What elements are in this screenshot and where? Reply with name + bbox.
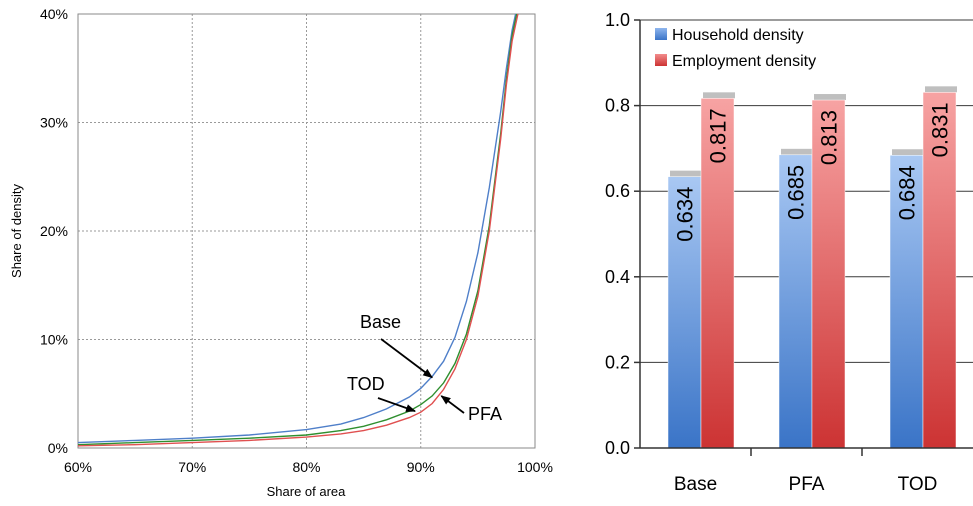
left-y-tick-label: 10% bbox=[40, 332, 68, 348]
left-series-lines bbox=[77, 13, 519, 447]
left-x-tick-label: 90% bbox=[407, 459, 435, 475]
left-annotations: Base TOD PFA bbox=[347, 312, 502, 424]
bar-shadow bbox=[670, 170, 702, 177]
left-x-tick-label: 70% bbox=[178, 459, 206, 475]
annotation-label-tod: TOD bbox=[347, 374, 385, 394]
left-y-axis-label: Share of density bbox=[9, 184, 24, 278]
bar-employment-base bbox=[700, 98, 735, 449]
left-y-tick-label: 0% bbox=[48, 440, 68, 456]
series-line-pfa bbox=[77, 13, 519, 447]
left-grid bbox=[78, 14, 535, 448]
right-bar-chart: 0.634 0.817 0.685 0.813 0.684 0.831 0.0 0.2 0.4… bbox=[605, 10, 973, 495]
legend-swatch-employment bbox=[655, 54, 667, 66]
legend-swatch-household bbox=[655, 28, 667, 40]
bar-employment-pfa bbox=[811, 99, 846, 449]
annotation-arrow-pfa bbox=[440, 395, 465, 414]
left-y-tick-label: 20% bbox=[40, 223, 68, 239]
bar-household-tod bbox=[889, 154, 924, 449]
left-x-tick-labels: 60% 70% 80% 90% 100% bbox=[64, 459, 553, 475]
right-y-tick-label: 0.4 bbox=[605, 267, 630, 287]
right-category-label: Base bbox=[674, 474, 717, 495]
left-y-tick-labels: 0% 10% 20% 30% 40% bbox=[40, 6, 68, 456]
bar-shadow bbox=[892, 149, 924, 156]
bar-shadow bbox=[781, 148, 813, 155]
bar-value-label: 0.634 bbox=[673, 187, 698, 242]
bar-household-pfa bbox=[778, 154, 813, 449]
right-y-tick-label: 0.0 bbox=[605, 438, 630, 458]
left-x-tick-label: 100% bbox=[517, 459, 553, 475]
bar-household-base bbox=[667, 176, 702, 449]
bar-shadow bbox=[703, 92, 735, 99]
left-line-chart: 60% 70% 80% 90% 100% 0% 10% 20% 30% 40% Share of… bbox=[9, 6, 553, 499]
annotation-arrow-tod bbox=[377, 397, 416, 412]
legend-label-household: Household density bbox=[672, 27, 804, 44]
right-legend: Household density Employment density bbox=[655, 27, 816, 70]
series-line-tod bbox=[77, 13, 518, 446]
right-y-tick-label: 0.8 bbox=[605, 96, 630, 116]
right-y-tick-label: 0.6 bbox=[605, 181, 630, 201]
right-category-label: PFA bbox=[789, 474, 825, 495]
bar-value-label: 0.684 bbox=[895, 165, 920, 220]
bar-shadow bbox=[925, 86, 957, 93]
left-y-tick-label: 40% bbox=[40, 6, 68, 22]
bar-value-label: 0.817 bbox=[706, 108, 731, 163]
right-y-tick-labels: 0.0 0.2 0.4 0.6 0.8 1.0 bbox=[605, 10, 630, 458]
left-x-tick-label: 80% bbox=[292, 459, 320, 475]
right-category-label: TOD bbox=[898, 474, 938, 495]
right-bars: 0.634 0.817 0.685 0.813 0.684 0.831 bbox=[667, 86, 957, 449]
right-category-labels: Base PFA TOD bbox=[674, 474, 938, 495]
left-plot-frame bbox=[77, 13, 536, 449]
left-y-tick-label: 30% bbox=[40, 115, 68, 131]
right-y-tick-label: 0.2 bbox=[605, 352, 630, 372]
annotation-label-pfa: PFA bbox=[468, 404, 502, 424]
bar-value-label: 0.685 bbox=[784, 165, 809, 220]
right-y-tick-label: 1.0 bbox=[605, 10, 630, 30]
bar-value-label: 0.831 bbox=[928, 102, 953, 157]
annotation-label-base: Base bbox=[360, 312, 401, 332]
left-x-tick-label: 60% bbox=[64, 459, 92, 475]
bar-shadow bbox=[814, 94, 846, 101]
bar-employment-tod bbox=[922, 92, 957, 449]
annotation-arrow-base bbox=[380, 338, 433, 379]
legend-label-employment: Employment density bbox=[672, 53, 816, 70]
bar-value-label: 0.813 bbox=[817, 110, 842, 165]
left-x-axis-label: Share of area bbox=[267, 484, 347, 499]
